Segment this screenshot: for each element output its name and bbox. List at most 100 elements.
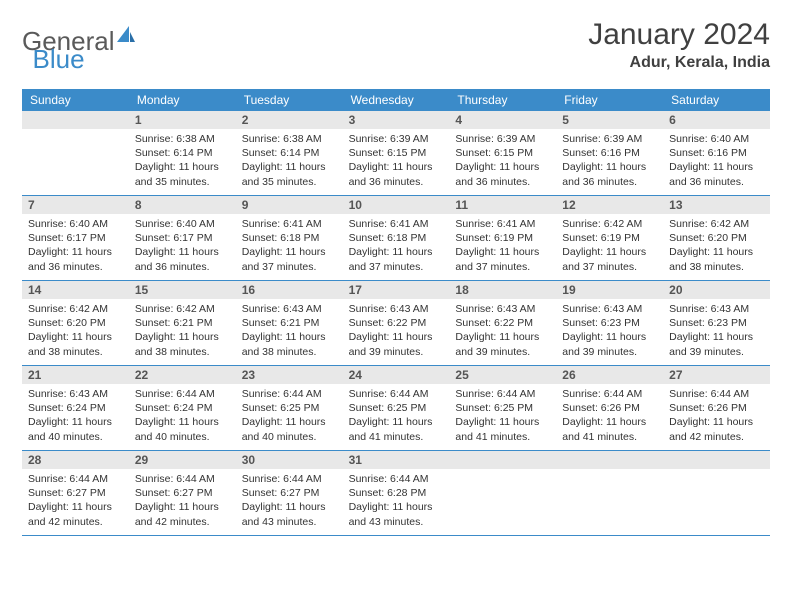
- day-cell: 21Sunrise: 6:43 AMSunset: 6:24 PMDayligh…: [22, 366, 129, 450]
- day-line: Sunrise: 6:43 AM: [455, 302, 550, 316]
- day-line: Daylight: 11 hours: [349, 160, 444, 174]
- day-line: Sunset: 6:25 PM: [242, 401, 337, 415]
- day-number: 20: [663, 281, 770, 299]
- day-number: 14: [22, 281, 129, 299]
- day-line: and 40 minutes.: [28, 430, 123, 444]
- day-number: 29: [129, 451, 236, 469]
- day-number: 28: [22, 451, 129, 469]
- day-content: Sunrise: 6:44 AMSunset: 6:25 PMDaylight:…: [343, 384, 450, 450]
- day-line: and 37 minutes.: [349, 260, 444, 274]
- day-line: Sunset: 6:26 PM: [669, 401, 764, 415]
- day-number: 18: [449, 281, 556, 299]
- day-line: and 38 minutes.: [135, 345, 230, 359]
- day-line: and 36 minutes.: [562, 175, 657, 189]
- day-line: Daylight: 11 hours: [669, 330, 764, 344]
- day-content: Sunrise: 6:43 AMSunset: 6:22 PMDaylight:…: [343, 299, 450, 365]
- day-content: Sunrise: 6:39 AMSunset: 6:16 PMDaylight:…: [556, 129, 663, 195]
- day-line: Sunrise: 6:38 AM: [242, 132, 337, 146]
- day-cell: 1Sunrise: 6:38 AMSunset: 6:14 PMDaylight…: [129, 111, 236, 195]
- day-line: Sunrise: 6:41 AM: [455, 217, 550, 231]
- empty-daynum-bar: [663, 451, 770, 469]
- day-content: Sunrise: 6:44 AMSunset: 6:25 PMDaylight:…: [236, 384, 343, 450]
- day-line: Daylight: 11 hours: [562, 415, 657, 429]
- day-number: 19: [556, 281, 663, 299]
- day-line: Sunrise: 6:40 AM: [135, 217, 230, 231]
- day-line: Daylight: 11 hours: [455, 245, 550, 259]
- day-cell: 9Sunrise: 6:41 AMSunset: 6:18 PMDaylight…: [236, 196, 343, 280]
- day-cell: 29Sunrise: 6:44 AMSunset: 6:27 PMDayligh…: [129, 451, 236, 535]
- day-line: and 42 minutes.: [669, 430, 764, 444]
- day-line: Daylight: 11 hours: [562, 245, 657, 259]
- day-line: Daylight: 11 hours: [242, 415, 337, 429]
- day-line: Daylight: 11 hours: [242, 500, 337, 514]
- day-cell: 12Sunrise: 6:42 AMSunset: 6:19 PMDayligh…: [556, 196, 663, 280]
- day-headers-row: SundayMondayTuesdayWednesdayThursdayFrid…: [22, 89, 770, 111]
- day-line: Daylight: 11 hours: [28, 330, 123, 344]
- day-line: Sunrise: 6:42 AM: [28, 302, 123, 316]
- day-cell: 18Sunrise: 6:43 AMSunset: 6:22 PMDayligh…: [449, 281, 556, 365]
- day-line: Sunrise: 6:44 AM: [135, 387, 230, 401]
- day-line: Sunrise: 6:43 AM: [562, 302, 657, 316]
- day-cell: 31Sunrise: 6:44 AMSunset: 6:28 PMDayligh…: [343, 451, 450, 535]
- day-line: Sunrise: 6:44 AM: [455, 387, 550, 401]
- week-row: 7Sunrise: 6:40 AMSunset: 6:17 PMDaylight…: [22, 196, 770, 281]
- day-cell: 5Sunrise: 6:39 AMSunset: 6:16 PMDaylight…: [556, 111, 663, 195]
- day-line: Daylight: 11 hours: [242, 160, 337, 174]
- day-line: Sunrise: 6:39 AM: [562, 132, 657, 146]
- day-cell: 23Sunrise: 6:44 AMSunset: 6:25 PMDayligh…: [236, 366, 343, 450]
- day-line: Daylight: 11 hours: [349, 500, 444, 514]
- day-cell: 4Sunrise: 6:39 AMSunset: 6:15 PMDaylight…: [449, 111, 556, 195]
- day-number: 11: [449, 196, 556, 214]
- logo-text-blue: Blue: [33, 44, 85, 75]
- day-cell: [22, 111, 129, 195]
- month-title: January 2024: [588, 18, 770, 52]
- day-line: and 37 minutes.: [242, 260, 337, 274]
- day-content: Sunrise: 6:44 AMSunset: 6:27 PMDaylight:…: [129, 469, 236, 535]
- day-content: Sunrise: 6:41 AMSunset: 6:18 PMDaylight:…: [343, 214, 450, 280]
- day-content: Sunrise: 6:41 AMSunset: 6:18 PMDaylight:…: [236, 214, 343, 280]
- day-cell: 14 Sunrise: 6:42 AMSunset: 6:20 PMDayligh…: [22, 281, 129, 365]
- day-line: Sunrise: 6:40 AM: [28, 217, 123, 231]
- day-line: and 39 minutes.: [562, 345, 657, 359]
- day-content: Sunrise: 6:42 AMSunset: 6:19 PMDaylight:…: [556, 214, 663, 280]
- day-line: Sunset: 6:19 PM: [455, 231, 550, 245]
- day-line: Sunset: 6:15 PM: [349, 146, 444, 160]
- day-cell: 2 Sunrise: 6:38 AMSunset: 6:14 PMDaylight…: [236, 111, 343, 195]
- day-content: Sunrise: 6:42 AMSunset: 6:21 PMDaylight:…: [129, 299, 236, 365]
- day-content: Sunrise: 6:44 AMSunset: 6:25 PMDaylight:…: [449, 384, 556, 450]
- day-line: Sunset: 6:18 PM: [242, 231, 337, 245]
- day-header: Thursday: [449, 89, 556, 111]
- day-line: and 41 minutes.: [455, 430, 550, 444]
- day-content: Sunrise: 6:40 AMSunset: 6:17 PMDaylight:…: [22, 214, 129, 280]
- empty-daynum-bar: [22, 111, 129, 129]
- day-line: and 40 minutes.: [242, 430, 337, 444]
- day-line: Sunset: 6:22 PM: [455, 316, 550, 330]
- day-line: Sunset: 6:22 PM: [349, 316, 444, 330]
- day-line: Daylight: 11 hours: [28, 415, 123, 429]
- day-cell: 7Sunrise: 6:40 AMSunset: 6:17 PMDaylight…: [22, 196, 129, 280]
- day-line: Sunset: 6:21 PM: [242, 316, 337, 330]
- day-number: 2: [236, 111, 343, 129]
- day-content: Sunrise: 6:40 AMSunset: 6:16 PMDaylight:…: [663, 129, 770, 195]
- day-number: 24: [343, 366, 450, 384]
- day-line: and 35 minutes.: [242, 175, 337, 189]
- day-line: Daylight: 11 hours: [562, 160, 657, 174]
- day-content: Sunrise: 6:43 AMSunset: 6:22 PMDaylight:…: [449, 299, 556, 365]
- day-line: Sunset: 6:20 PM: [28, 316, 123, 330]
- day-line: Sunset: 6:17 PM: [28, 231, 123, 245]
- day-line: Sunset: 6:14 PM: [135, 146, 230, 160]
- day-line: Sunset: 6:14 PM: [242, 146, 337, 160]
- day-number: 6: [663, 111, 770, 129]
- day-line: Sunset: 6:27 PM: [135, 486, 230, 500]
- day-cell: 20Sunrise: 6:43 AMSunset: 6:23 PMDayligh…: [663, 281, 770, 365]
- day-line: Daylight: 11 hours: [349, 245, 444, 259]
- day-line: and 35 minutes.: [135, 175, 230, 189]
- day-line: Daylight: 11 hours: [242, 330, 337, 344]
- day-line: Sunrise: 6:43 AM: [242, 302, 337, 316]
- day-content: Sunrise: 6:44 AMSunset: 6:24 PMDaylight:…: [129, 384, 236, 450]
- day-content: Sunrise: 6:44 AMSunset: 6:27 PMDaylight:…: [236, 469, 343, 535]
- day-number: 22: [129, 366, 236, 384]
- day-cell: [449, 451, 556, 535]
- day-line: Sunset: 6:16 PM: [669, 146, 764, 160]
- day-content: Sunrise: 6:43 AMSunset: 6:21 PMDaylight:…: [236, 299, 343, 365]
